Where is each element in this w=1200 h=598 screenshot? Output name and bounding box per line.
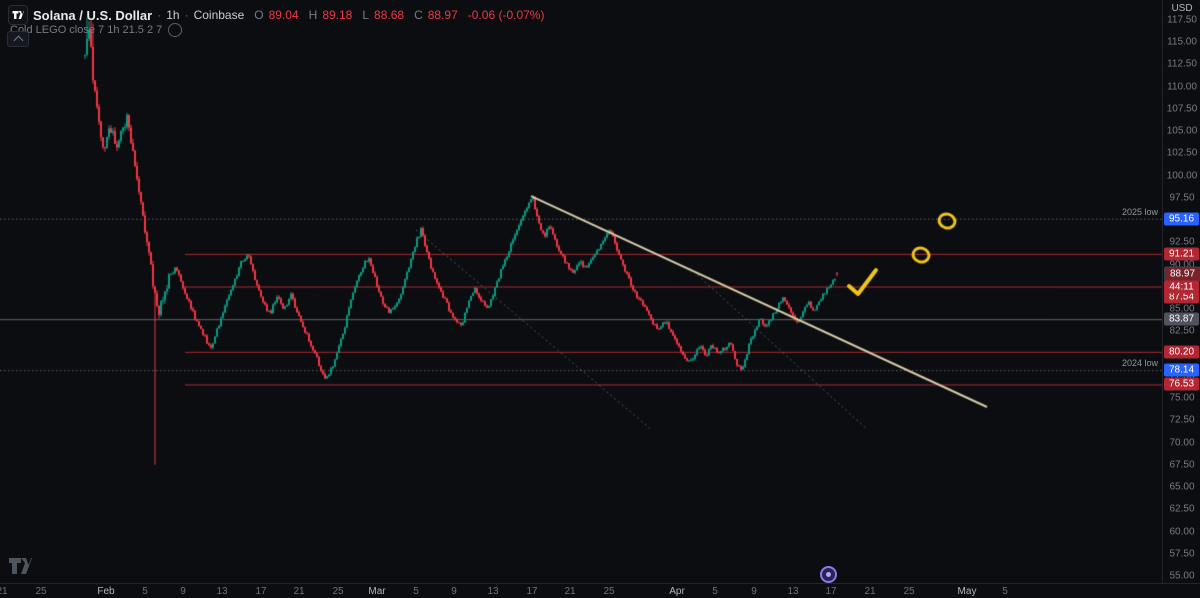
indicator-legend[interactable]: Cold LEGO close 7 1h 21.5 2 7 bbox=[10, 23, 183, 37]
low-label: L bbox=[362, 8, 370, 22]
time-tick-label: 5 bbox=[712, 586, 718, 597]
symbol-header: Solana / U.S. Dollar · 1h · Coinbase O 89… bbox=[8, 5, 544, 25]
price-axis[interactable]: USD 117.50 115.00 112.50 110.00 107.50 105.00… bbox=[1162, 0, 1200, 583]
change-value: -0.06 (-0.07%) bbox=[467, 8, 545, 22]
low-value: 88.68 bbox=[374, 8, 405, 22]
time-tick-label: 21 bbox=[0, 586, 8, 597]
price-tick-label: 102.50 bbox=[1166, 147, 1198, 159]
open-label: O bbox=[254, 8, 264, 22]
price-level-label[interactable]: 95.16 bbox=[1164, 212, 1199, 226]
price-tick-label: 85.00 bbox=[1169, 303, 1195, 315]
time-tick-label: 25 bbox=[35, 586, 47, 597]
tradingview-logo-icon[interactable] bbox=[8, 5, 28, 25]
level-note-label: 2024 low bbox=[1121, 358, 1158, 369]
high-value: 89.18 bbox=[322, 8, 353, 22]
price-tick-label: 55.00 bbox=[1169, 570, 1195, 582]
time-tick-label: 17 bbox=[825, 586, 837, 597]
last-price-label: 88.97 bbox=[1164, 266, 1200, 282]
price-tick-label: 75.00 bbox=[1169, 392, 1195, 404]
price-tick-label: 72.50 bbox=[1169, 414, 1195, 426]
tradingview-logo[interactable] bbox=[8, 557, 32, 580]
time-tick-label: Apr bbox=[669, 586, 685, 597]
price-tick-label: 90.00 bbox=[1169, 259, 1195, 271]
price-tick-label: 117.50 bbox=[1167, 14, 1197, 26]
collapse-legend-button[interactable] bbox=[7, 31, 29, 47]
price-tick-label: 62.50 bbox=[1169, 503, 1195, 515]
price-tick-label: 57.50 bbox=[1169, 548, 1195, 560]
time-tick-label: 21 bbox=[864, 586, 876, 597]
price-tick-label: 107.50 bbox=[1166, 103, 1198, 115]
price-tick-label: 60.00 bbox=[1169, 526, 1195, 538]
price-tick-label: 67.50 bbox=[1169, 459, 1195, 471]
price-level-label[interactable]: 78.14 bbox=[1164, 363, 1199, 377]
time-axis[interactable]: 21 25 Feb 5 9 13 17 21 25 Mar 5 9 13 17 21 25 Apr 5 9 13 17 2… bbox=[0, 583, 1200, 598]
level-note-label: 2025 low bbox=[1121, 206, 1158, 217]
target-marker-icon[interactable] bbox=[820, 566, 837, 583]
open-value: 89.04 bbox=[268, 8, 299, 22]
time-tick-label: Mar bbox=[368, 586, 386, 597]
price-tick-label: 100.00 bbox=[1166, 170, 1198, 182]
time-tick-label: 9 bbox=[751, 586, 757, 597]
time-tick-label: 17 bbox=[526, 586, 538, 597]
price-tick-label: 110.00 bbox=[1167, 81, 1197, 93]
time-tick-label: 13 bbox=[787, 586, 799, 597]
indicator-title[interactable]: Cold LEGO close 7 1h 21.5 2 7 bbox=[10, 24, 163, 36]
time-tick-label: 5 bbox=[142, 586, 148, 597]
time-tick-label: 25 bbox=[603, 586, 615, 597]
price-level-label[interactable]: 83.87 bbox=[1164, 312, 1199, 326]
time-tick-label: 21 bbox=[564, 586, 576, 597]
exchange-label[interactable]: Coinbase bbox=[193, 8, 245, 22]
time-tick-label: 25 bbox=[332, 586, 344, 597]
separator: · bbox=[184, 8, 189, 22]
time-tick-label: 5 bbox=[1002, 586, 1008, 597]
high-label: H bbox=[308, 8, 318, 22]
price-level-label[interactable]: 91.21 bbox=[1164, 247, 1199, 261]
price-tick-label: 105.00 bbox=[1166, 125, 1198, 137]
price-tick-label: 70.00 bbox=[1169, 437, 1195, 449]
price-tick-label: 82.50 bbox=[1169, 325, 1195, 337]
bar-countdown-label: 44:11 bbox=[1164, 280, 1199, 294]
price-tick-label: 92.50 bbox=[1169, 236, 1195, 248]
time-tick-label: 13 bbox=[487, 586, 499, 597]
currency-label: USD bbox=[1171, 3, 1193, 14]
symbol-title[interactable]: Solana / U.S. Dollar bbox=[33, 7, 153, 23]
price-tick-label: 65.00 bbox=[1169, 481, 1195, 493]
close-value: 88.97 bbox=[427, 8, 458, 22]
tv-monogram bbox=[12, 11, 24, 19]
time-tick-label: 17 bbox=[255, 586, 267, 597]
price-tick-label: 112.50 bbox=[1167, 58, 1197, 70]
chevron-up-icon bbox=[13, 35, 23, 46]
tv-monogram bbox=[9, 558, 32, 574]
price-level-label[interactable]: 76.53 bbox=[1164, 377, 1199, 391]
time-tick-label: 9 bbox=[451, 586, 457, 597]
time-tick-label: 13 bbox=[216, 586, 228, 597]
price-level-label[interactable]: 80.20 bbox=[1164, 345, 1199, 359]
separator: · bbox=[157, 8, 162, 22]
time-tick-label: 21 bbox=[293, 586, 305, 597]
time-tick-label: May bbox=[957, 586, 977, 597]
interval-button[interactable]: 1h bbox=[166, 8, 180, 22]
time-tick-label: Feb bbox=[97, 586, 115, 597]
time-tick-label: 5 bbox=[413, 586, 419, 597]
time-tick-label: 9 bbox=[180, 586, 186, 597]
price-tick-label: 115.00 bbox=[1167, 36, 1197, 48]
smiley-icon bbox=[168, 23, 183, 37]
time-tick-label: 25 bbox=[903, 586, 915, 597]
close-label: C bbox=[414, 8, 423, 22]
price-tick-label: 97.50 bbox=[1169, 192, 1195, 204]
